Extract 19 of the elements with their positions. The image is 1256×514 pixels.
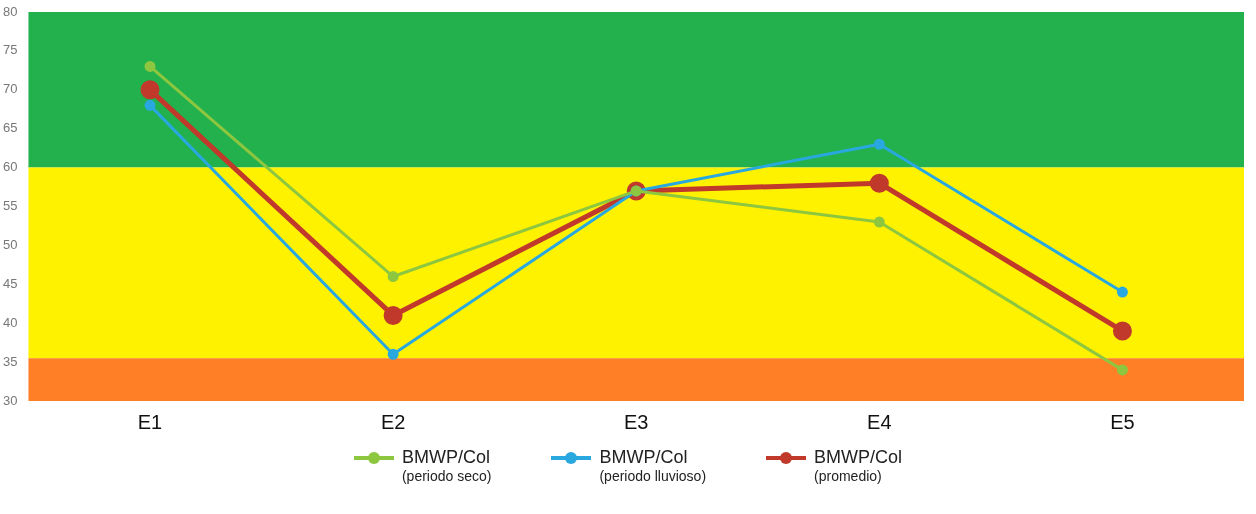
y-tick-label: 30 [2,392,18,408]
y-tick-label: 70 [2,81,18,97]
y-tick-label: 75 [2,42,18,58]
y-tick-label: 50 [2,236,18,252]
y-tick-label: 55 [2,198,18,214]
y-tick-label: 45 [2,275,18,291]
legend-label: BMWP/Col (periodo seco) [401,447,492,484]
x-tick-label: E1 [137,410,163,433]
legend-label: BMWP/Col (promedio) [814,447,903,484]
y-tick-label: 35 [2,353,18,369]
y-tick-label: 40 [2,314,18,330]
y-tick-label: 80 [2,3,18,19]
x-tick-label: E3 [624,410,649,433]
x-tick-label: E4 [867,410,892,433]
y-tick-label: 60 [2,159,18,175]
x-tick-label: E5 [1110,410,1135,433]
y-tick-label: 65 [2,120,18,136]
legend-label: BMWP/Col (periodo lluvioso) [599,447,707,484]
x-tick-label: E2 [380,410,406,433]
